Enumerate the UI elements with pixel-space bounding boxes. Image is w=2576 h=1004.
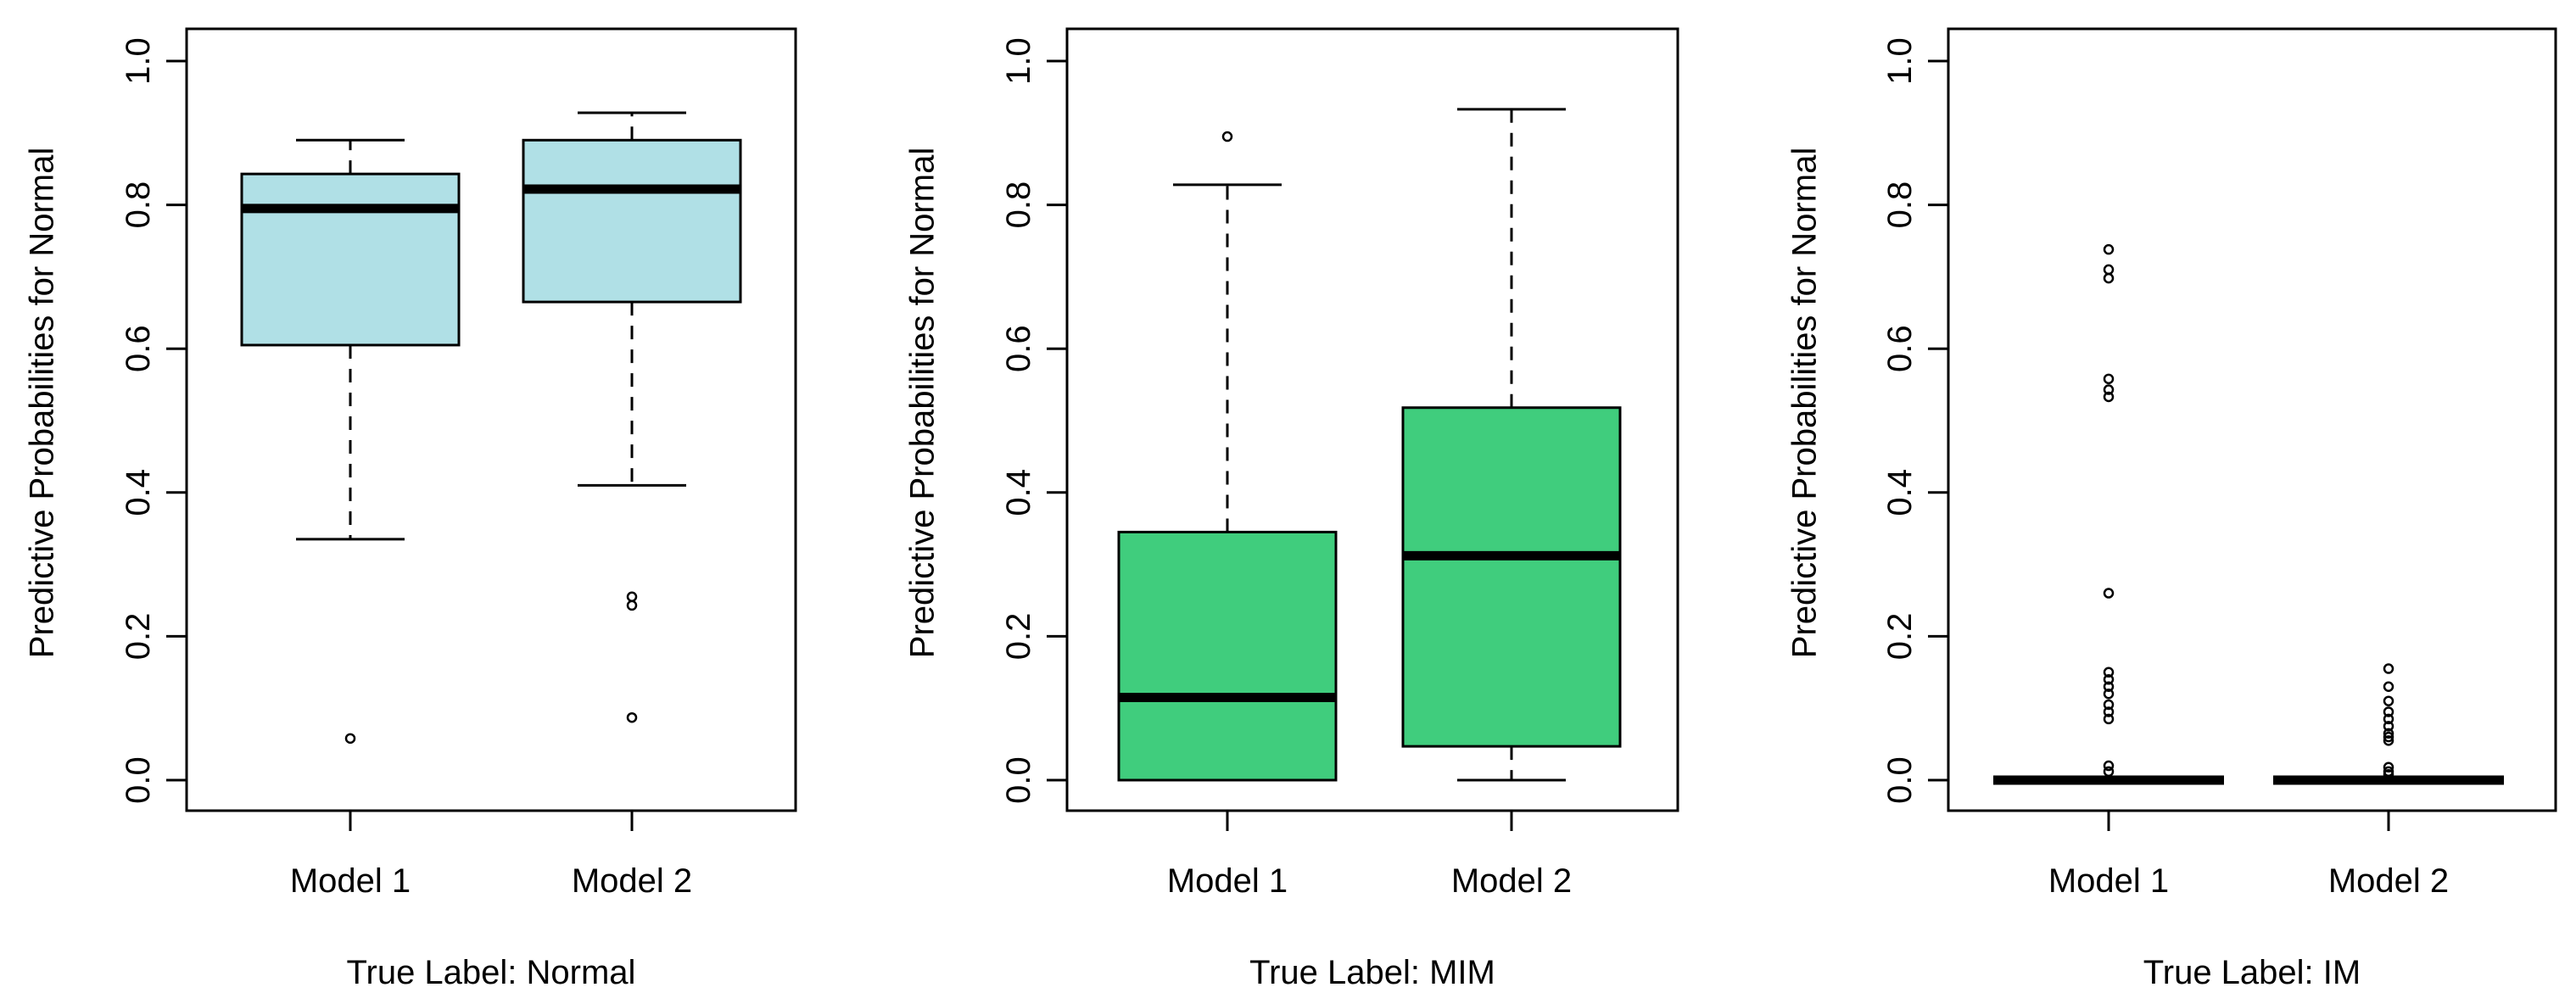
y-tick-label: 0.8 [1881,181,1919,229]
outlier-point [626,591,638,603]
box-iqr [522,138,742,304]
y-tick-label: 1.0 [1000,37,1037,85]
y-tick-label: 0.4 [120,469,157,516]
outlier-point [2383,761,2394,773]
outlier-point [2103,264,2115,276]
outlier-point [2383,721,2394,732]
box-iqr [1401,406,1622,748]
y-tick-label: 0.0 [120,756,157,804]
y-tick-label: 0.0 [1881,756,1919,804]
box-2: Model 2 [1401,108,1622,900]
outlier-point [2383,735,2394,746]
outlier-point [2383,713,2394,725]
y-tick-label: 0.2 [120,613,157,661]
outlier-point [2103,384,2115,395]
y-axis-label: Predictive Probabilities for Normal [24,148,61,658]
y-tick-label: 0.2 [1881,613,1919,661]
outlier-point [626,711,638,723]
outlier-point [2103,243,2115,255]
outlier-point [2103,681,2115,693]
outlier-point [2103,766,2115,778]
y-tick-label: 0.4 [1000,469,1037,516]
category-label: Model 2 [2328,862,2449,900]
outlier-point [2103,699,2115,711]
y-tick-label: 0.6 [1000,325,1037,372]
plot-frame [1947,27,2557,812]
y-axis-label: Predictive Probabilities for Normal [1786,148,1824,658]
category-label: Model 1 [1167,862,1288,900]
chart-panel-2: 0.0 0.2 0.4 0.6 0.8 1.0 Predictive Probabiliti… [904,27,1679,991]
outlier-point [2103,373,2115,385]
plot-frame [185,27,797,812]
category-label: Model 2 [1451,862,1572,900]
outlier-point [2103,706,2115,717]
y-tick-label: 0.8 [120,181,157,229]
outlier-point [2103,272,2115,284]
outlier-point [626,600,638,611]
outlier-point [2103,688,2115,700]
outlier-point [2103,760,2115,772]
outlier-point [2383,695,2394,706]
outlier-point [1221,131,1233,142]
y-tick-label: 1.0 [1881,37,1919,85]
outlier-point [2103,667,2115,678]
outlier-point [344,733,356,745]
y-tick-label: 0.0 [1000,756,1037,804]
box-iqr [1117,530,1338,782]
category-label: Model 2 [572,862,692,900]
outlier-point [2383,681,2394,693]
outlier-point [2383,728,2394,739]
box-2: Model 2 [2273,663,2504,900]
outlier-point [2383,706,2394,717]
x-axis-label: True Label: IM [2143,954,2361,991]
box-iqr [240,172,461,347]
outlier-point [2103,391,2115,403]
chart-panel-1: 0.0 0.2 0.4 0.6 0.8 1.0 Predictive Probabiliti… [24,27,797,991]
box-1: Model 1 [1117,131,1338,900]
y-tick-label: 0.4 [1881,469,1919,516]
y-tick-label: 0.6 [1881,325,1919,372]
outlier-point [2383,663,2394,674]
box-1: Model 1 [1993,243,2224,900]
y-axis-label: Predictive Probabilities for Normal [904,148,942,658]
category-label: Model 1 [290,862,411,900]
box-2: Model 2 [522,111,742,900]
plot-frame [1065,27,1679,812]
outlier-point [2103,713,2115,725]
box-1: Model 1 [240,138,461,900]
y-tick-label: 0.8 [1000,181,1037,229]
y-tick-label: 0.2 [1000,613,1037,661]
y-tick-label: 0.6 [120,325,157,372]
chart-panel-3: 0.0 0.2 0.4 0.6 0.8 1.0 Predictive Probabiliti… [1786,27,2557,991]
x-axis-label: True Label: MIM [1249,954,1495,991]
outlier-point [2103,674,2115,685]
outlier-point [2383,768,2394,780]
outlier-point [2103,588,2115,599]
outlier-point [2383,731,2394,743]
x-axis-label: True Label: Normal [347,954,636,991]
category-label: Model 1 [2048,862,2169,900]
y-tick-label: 1.0 [120,37,157,85]
